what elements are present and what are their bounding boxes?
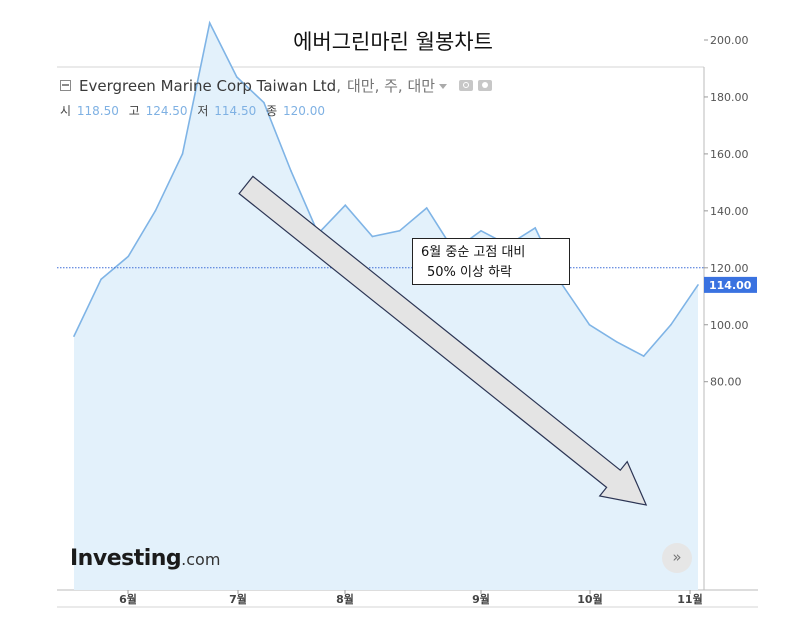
last-price-tag xyxy=(704,276,757,293)
open-label: 시 xyxy=(60,104,72,118)
last-price-label: 114.00 xyxy=(709,279,752,292)
data-point xyxy=(181,153,184,155)
data-point xyxy=(670,323,672,326)
eye-icon[interactable] xyxy=(459,80,474,91)
investing-logo: Investing.com xyxy=(70,546,220,571)
logo-brand: Investing xyxy=(70,546,182,571)
y-tick-label: 140.00 xyxy=(710,205,749,218)
page-title: 에버그린마린 월봉차트 xyxy=(293,30,493,54)
data-point xyxy=(615,341,618,343)
data-point xyxy=(73,335,75,337)
x-tick-label: 8월 xyxy=(336,592,354,606)
chart-header: Evergreen Marine Corp Taiwan Ltd, 대만, 주,… xyxy=(60,75,493,119)
data-point xyxy=(697,284,699,286)
gear-icon[interactable] xyxy=(478,80,493,91)
data-point xyxy=(208,22,211,24)
data-point xyxy=(642,355,645,357)
x-tick-label: 11월 xyxy=(677,592,702,606)
high-value: 124.50 xyxy=(145,104,188,118)
low-value: 114.50 xyxy=(214,104,257,118)
ohlc-readout: 시 118.50 고 124.50 저 114.50 종 120.00 xyxy=(60,102,492,119)
y-tick-label: 100.00 xyxy=(710,319,749,332)
data-point xyxy=(154,210,157,212)
instrument-name: Evergreen Marine Corp Taiwan Ltd xyxy=(79,76,337,95)
dropdown-icon[interactable] xyxy=(439,84,448,89)
instrument-exchange: 대만, 주, 대만 xyxy=(346,77,436,95)
y-tick-label: 120.00 xyxy=(710,262,749,275)
y-tick-label: 160.00 xyxy=(710,148,749,161)
data-point xyxy=(344,204,347,206)
low-label: 저 xyxy=(197,104,209,118)
data-point xyxy=(425,207,428,209)
x-tick-label: 10월 xyxy=(577,592,602,606)
x-tick-label: 7월 xyxy=(229,592,247,606)
data-point xyxy=(290,170,292,172)
data-point xyxy=(480,229,482,232)
close-label: 종 xyxy=(266,104,278,118)
open-value: 118.50 xyxy=(76,104,119,118)
x-tick-label: 6월 xyxy=(119,592,137,606)
decline-arrow xyxy=(238,175,648,506)
collapse-icon[interactable] xyxy=(60,80,71,91)
data-point xyxy=(263,101,265,104)
data-point xyxy=(588,323,591,326)
y-tick-label: 200.00 xyxy=(710,34,749,47)
data-point xyxy=(127,255,130,258)
price-line xyxy=(73,20,699,358)
data-point xyxy=(100,278,102,280)
data-point xyxy=(398,229,401,232)
high-label: 고 xyxy=(128,104,140,118)
data-point xyxy=(371,235,374,238)
annotation-line-2: 50% 이상 하락 xyxy=(427,265,512,280)
close-value: 120.00 xyxy=(282,104,325,118)
y-tick-label: 80.00 xyxy=(710,376,742,389)
annotation-box: 6월 중순 고점 대비 50% 이상 하락 xyxy=(412,238,570,285)
y-tick-label: 180.00 xyxy=(710,91,749,104)
annotation-line-1: 6월 중순 고점 대비 xyxy=(421,245,526,260)
logo-domain: .com xyxy=(181,550,221,569)
data-point xyxy=(235,76,238,78)
x-tick-label: 9월 xyxy=(472,592,490,606)
scroll-right-button[interactable]: » xyxy=(662,543,692,573)
data-point xyxy=(534,227,537,229)
